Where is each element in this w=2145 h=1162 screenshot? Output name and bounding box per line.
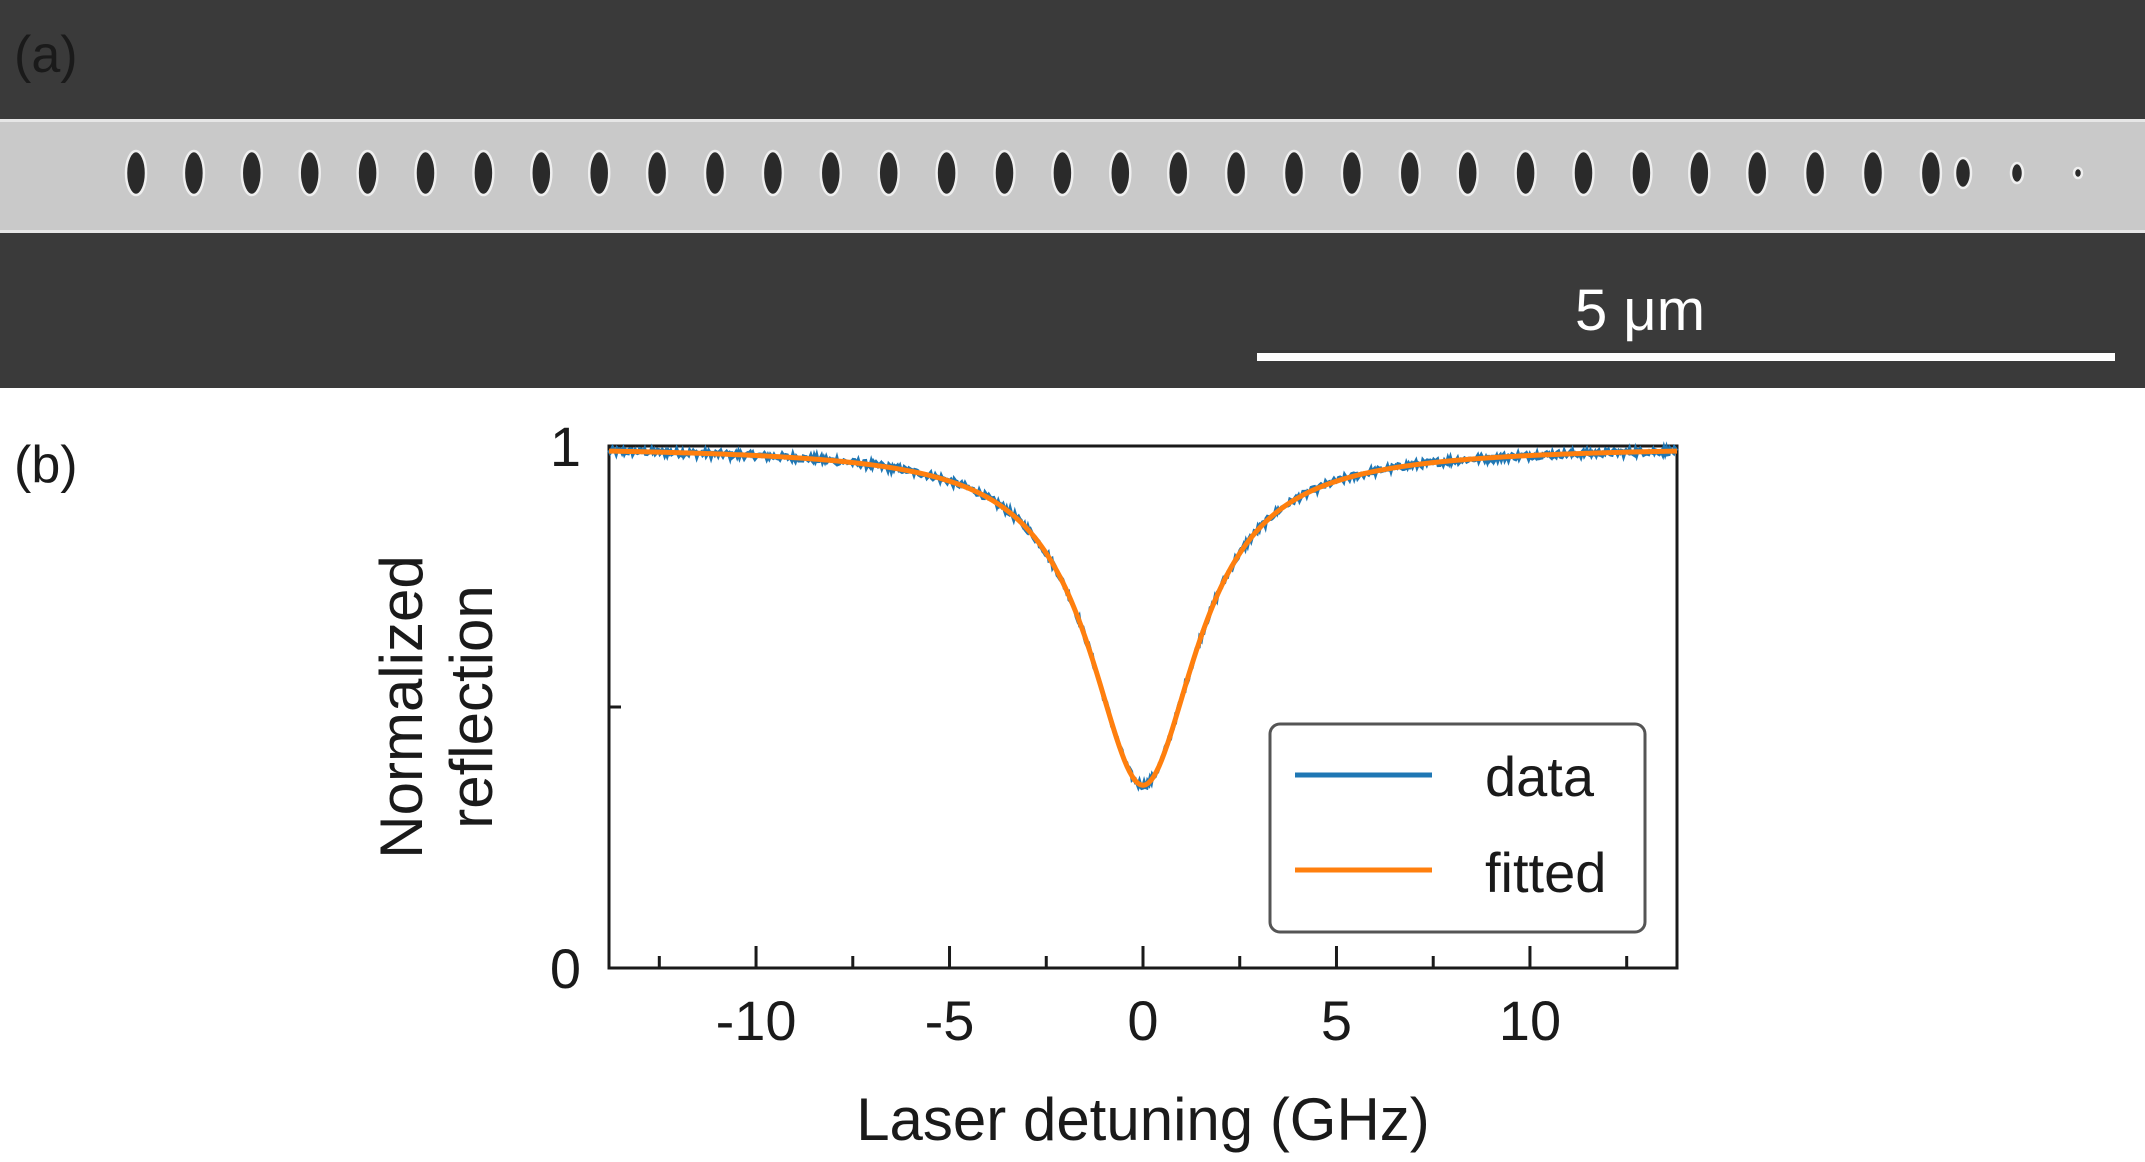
hole xyxy=(414,149,437,197)
hole xyxy=(1861,149,1885,197)
hole xyxy=(298,149,321,197)
hole xyxy=(1514,149,1537,197)
hole xyxy=(1398,149,1422,197)
hole xyxy=(1630,149,1653,197)
hole xyxy=(703,149,727,197)
hole xyxy=(877,149,900,197)
y-tick-label: 0 xyxy=(550,937,581,1000)
hole xyxy=(1051,149,1074,197)
series-fitted-line xyxy=(608,448,1678,788)
panel-b-label: (b) xyxy=(14,436,78,494)
hole xyxy=(1688,149,1711,197)
y-tick-label: 1 xyxy=(550,415,581,478)
hole xyxy=(1572,149,1595,197)
hole xyxy=(530,149,553,197)
x-tick-label: -10 xyxy=(716,989,797,1052)
y-axis-label-line-2: reflection xyxy=(438,585,505,828)
panel-a-label: (a) xyxy=(14,26,78,84)
hole xyxy=(935,149,958,197)
x-tick-label: -5 xyxy=(925,989,975,1052)
hole xyxy=(1803,149,1827,197)
hole xyxy=(1109,149,1132,197)
legend-label-fitted: fitted xyxy=(1485,841,1606,904)
hole xyxy=(819,149,843,197)
hole xyxy=(2009,161,2025,185)
y-axis-label-line-1: Normalized xyxy=(368,555,435,858)
legend: data fitted xyxy=(1268,722,1647,934)
hole xyxy=(1953,156,1973,190)
hole xyxy=(1224,149,1248,197)
waveguide-edge-top xyxy=(0,119,2145,122)
hole xyxy=(124,149,148,197)
hole xyxy=(472,149,495,197)
y-axis-ticks: 01 xyxy=(550,415,637,1000)
hole xyxy=(182,149,206,197)
hole xyxy=(1919,149,1943,197)
hole xyxy=(645,149,669,197)
hole xyxy=(1456,149,1479,197)
hole xyxy=(1166,149,1190,197)
sem-image-panel: (a) 5 μm xyxy=(0,0,2145,388)
x-tick-label: 10 xyxy=(1499,989,1561,1052)
reflection-chart-panel: (b) -10 -5 0 5 10 01 data fitted Laser detun… xyxy=(14,415,1679,1153)
hole xyxy=(1282,149,1306,197)
hole xyxy=(1745,149,1769,197)
hole xyxy=(761,149,785,197)
x-tick-label: 0 xyxy=(1127,989,1158,1052)
photonic-crystal-holes xyxy=(124,149,2084,197)
x-axis-ticks: -10 -5 0 5 10 xyxy=(657,946,1629,1052)
hole xyxy=(2072,166,2084,180)
legend-label-data: data xyxy=(1485,745,1595,808)
scale-bar xyxy=(1257,353,2115,361)
x-tick-label: 5 xyxy=(1321,989,1352,1052)
waveguide-edge-bottom xyxy=(0,230,2145,233)
hole xyxy=(1340,149,1364,197)
scale-bar-label: 5 μm xyxy=(1575,278,1705,343)
hole xyxy=(993,149,1016,197)
hole xyxy=(356,149,379,197)
hole xyxy=(587,149,611,197)
x-axis-label: Laser detuning (GHz) xyxy=(856,1086,1430,1153)
hole xyxy=(240,149,264,197)
